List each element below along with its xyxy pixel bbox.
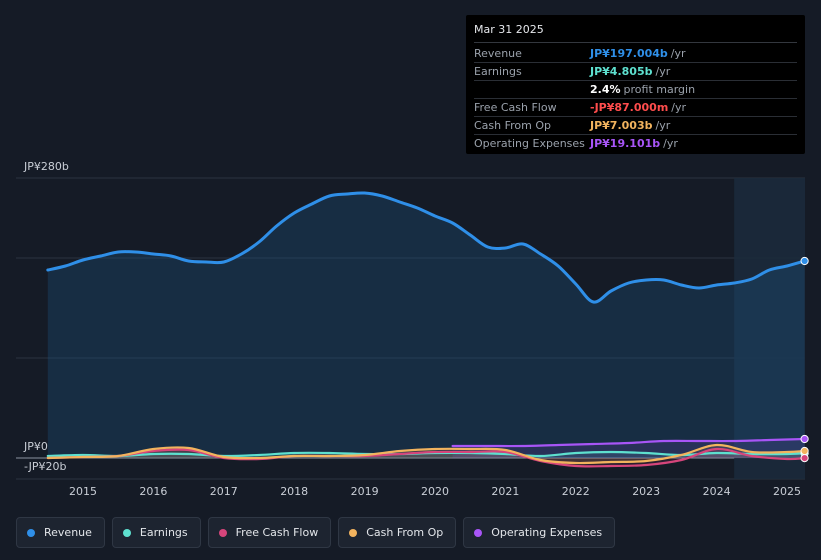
tooltip-value: -JP¥87.000m — [590, 101, 669, 114]
legend-label: Operating Expenses — [491, 526, 603, 539]
legend-dot-icon — [218, 528, 227, 537]
legend-label: Earnings — [139, 526, 188, 539]
tooltip-row-operating-expenses: Operating Expenses JP¥19.101b/yr — [474, 135, 797, 152]
x-tick-label: 2021 — [491, 485, 519, 498]
legend-item-cash-from-op[interactable]: Cash From Op — [338, 517, 457, 548]
forecast-region — [734, 178, 805, 479]
x-tick-label: 2022 — [562, 485, 590, 498]
legend-dot-icon — [474, 528, 483, 537]
tooltip-unit: profit margin — [623, 83, 696, 96]
endpoint-revenue — [800, 256, 809, 266]
line-cash-from-op — [46, 443, 806, 465]
legend-item-revenue[interactable]: Revenue — [16, 517, 105, 548]
tooltip-row-revenue: Revenue JP¥197.004b/yr — [474, 45, 797, 63]
line-revenue — [46, 191, 807, 304]
x-tick-label: 2015 — [69, 485, 97, 498]
chart-legend: Revenue Earnings Free Cash Flow Cash From O… — [16, 517, 616, 548]
tooltip-label: Revenue — [474, 47, 522, 60]
x-tick-label: 2016 — [139, 485, 167, 498]
data-tooltip: Mar 31 2025 Revenue JP¥197.004b/yr Earning… — [466, 15, 805, 154]
y-tick-label: -JP¥20b — [24, 460, 66, 473]
tooltip-value: JP¥4.805b — [590, 65, 653, 78]
legend-item-earnings[interactable]: Earnings — [111, 517, 201, 548]
tooltip-label: Free Cash Flow — [474, 101, 557, 114]
endpoint-free-cash-flow — [800, 454, 809, 463]
x-tick-label: 2019 — [351, 485, 379, 498]
line-operating-expenses — [451, 437, 806, 448]
tooltip-unit: /yr — [663, 137, 678, 150]
endpoint-cash-from-op — [800, 446, 809, 456]
tooltip-row-cash-from-op: Cash From Op JP¥7.003b/yr — [474, 117, 797, 135]
x-tick-label: 2017 — [210, 485, 238, 498]
x-tick-label: 2023 — [632, 485, 660, 498]
tooltip-unit: /yr — [655, 119, 671, 132]
legend-dot-icon — [349, 528, 358, 537]
x-tick-label: 2018 — [280, 485, 308, 498]
tooltip-unit: /yr — [670, 47, 686, 60]
tooltip-unit: /yr — [671, 101, 687, 114]
tooltip-value: JP¥19.101b — [590, 137, 661, 150]
financial-chart: JP¥280b JP¥0 -JP¥20b 2015 2016 2017 2018 2019 2… — [16, 160, 809, 498]
tooltip-row-profit-margin: 2.4% profit margin — [474, 81, 797, 99]
x-tick-label: 2020 — [421, 485, 449, 498]
legend-item-free-cash-flow[interactable]: Free Cash Flow — [207, 517, 332, 548]
tooltip-value: JP¥7.003b — [590, 119, 653, 132]
tooltip-row-free-cash-flow: Free Cash Flow -JP¥87.000m/yr — [474, 99, 797, 117]
x-tick-label: 2025 — [773, 485, 801, 498]
endpoint-operating-expenses — [800, 434, 809, 444]
legend-label: Free Cash Flow — [235, 526, 319, 539]
x-tick-label: 2024 — [703, 485, 731, 498]
line-free-cash-flow — [46, 447, 806, 468]
legend-item-operating-expenses[interactable]: Operating Expenses — [463, 517, 616, 548]
legend-label: Revenue — [44, 526, 92, 539]
legend-label: Cash From Op — [366, 526, 444, 539]
y-tick-label: JP¥0 — [23, 440, 48, 453]
legend-dot-icon — [122, 528, 131, 537]
tooltip-row-earnings: Earnings JP¥4.805b/yr — [474, 63, 797, 81]
tooltip-value: JP¥197.004b — [590, 47, 668, 60]
tooltip-label — [474, 81, 590, 98]
tooltip-label: Operating Expenses — [474, 137, 585, 150]
tooltip-unit: /yr — [655, 65, 671, 78]
area-revenue — [47, 192, 805, 458]
tooltip-label: Earnings — [474, 65, 522, 78]
tooltip-label: Cash From Op — [474, 119, 552, 132]
y-tick-label: JP¥280b — [23, 160, 69, 173]
tooltip-date: Mar 31 2025 — [474, 21, 797, 43]
legend-dot-icon — [27, 528, 35, 537]
tooltip-value: 2.4% — [590, 83, 621, 96]
